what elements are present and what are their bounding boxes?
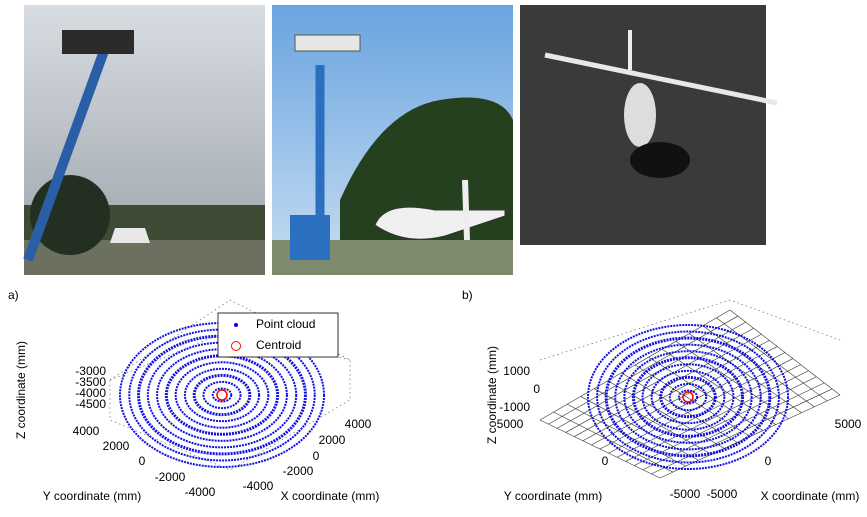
- photo-lift-cloudy: [24, 5, 265, 275]
- panel-label: b): [462, 288, 473, 302]
- legend-marker: [234, 323, 238, 327]
- panel-label: a): [8, 288, 19, 302]
- y-axis-label: Y coordinate (mm): [504, 489, 602, 503]
- point-ring: [148, 343, 296, 448]
- point-ring: [176, 362, 269, 427]
- x-tick-label: 0: [313, 449, 320, 463]
- centroid: [217, 390, 227, 400]
- grid-line: [634, 377, 816, 466]
- plot-3d-b: [540, 300, 840, 478]
- figure: a) Point cloud Centroid Z coordinate (mm…: [0, 0, 867, 512]
- x-axis-label: X coordinate (mm): [761, 489, 860, 503]
- point-ring: [588, 325, 788, 469]
- x-tick-label: -2000: [283, 464, 314, 478]
- legend-label: Point cloud: [256, 317, 315, 331]
- y-tick-label: 2000: [103, 439, 130, 453]
- plane-grid: [540, 310, 840, 478]
- x-axis-label: X coordinate (mm): [281, 489, 380, 503]
- x-tick-label: 5000: [835, 417, 862, 431]
- y-tick-label: -2000: [155, 470, 186, 484]
- y-tick-label: -4000: [185, 485, 216, 499]
- y-tick-label: 5000: [497, 417, 524, 431]
- y-tick-label: -5000: [670, 487, 701, 501]
- grid-line: [600, 353, 785, 450]
- z-axis-label: Z coordinate (mm): [14, 341, 28, 439]
- z-tick-label: -4500: [75, 397, 106, 411]
- y-tick-label: 0: [139, 454, 146, 468]
- point-ring: [606, 338, 770, 456]
- z-tick-label: 1000: [503, 364, 530, 378]
- z-tick-label: -1000: [499, 400, 530, 414]
- photo-lift-sunny: [272, 5, 513, 275]
- point-ring: [203, 382, 240, 408]
- point-ring: [166, 356, 277, 435]
- x-tick-label: 2000: [319, 433, 346, 447]
- grid-line: [643, 383, 824, 470]
- point-ring: [615, 345, 760, 450]
- y-tick-label: 0: [602, 454, 609, 468]
- x-tick-label: -5000: [707, 487, 738, 501]
- y-tick-label: 4000: [73, 424, 100, 438]
- legend-label: Centroid: [256, 338, 301, 352]
- z-tick-label: 0: [533, 382, 540, 396]
- x-tick-label: 4000: [345, 417, 372, 431]
- point-ring: [633, 358, 742, 437]
- x-tick-label: 0: [765, 454, 772, 468]
- x-tick-label: -4000: [243, 479, 274, 493]
- photo-overhead-ir: [520, 5, 777, 245]
- y-axis-label: Y coordinate (mm): [43, 489, 141, 503]
- grid-line: [716, 318, 827, 401]
- grid-line: [626, 371, 809, 462]
